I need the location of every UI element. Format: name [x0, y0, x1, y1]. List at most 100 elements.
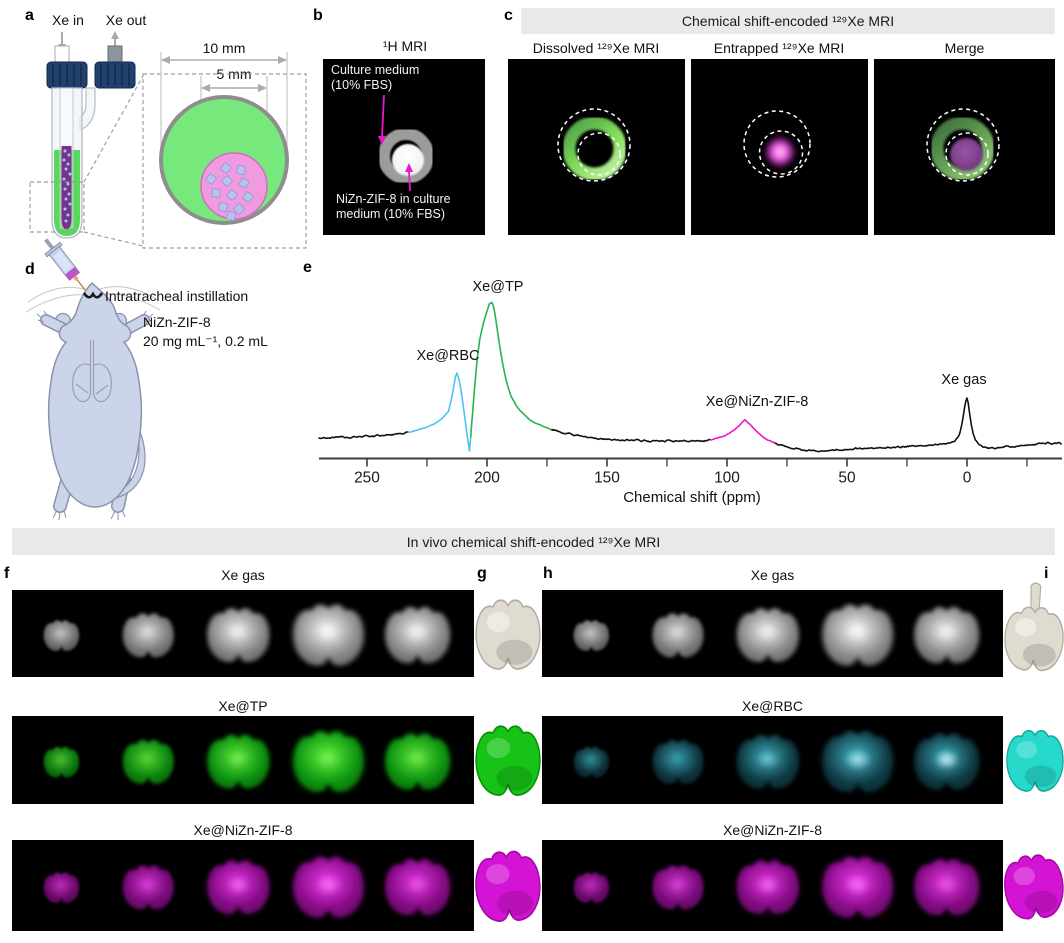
culture-medium-annotation-line2: (10% FBS) — [331, 78, 393, 92]
lung-mri-hotspot — [755, 623, 781, 643]
h1-mri-graphic — [378, 94, 434, 192]
lung-3d-model-shape — [1004, 582, 1064, 672]
x-axis-title: Chemical shift (ppm) — [623, 489, 761, 506]
lung-mri-hotspot — [138, 625, 159, 642]
x-tick-label: 100 — [714, 470, 740, 487]
right-row2-title: Xe@RBC — [742, 698, 803, 714]
right-row3-title: Xe@NiZn-ZIF-8 — [723, 822, 822, 838]
mri-strip-right-row3 — [542, 840, 1003, 931]
outer-diameter-label: 10 mm — [202, 40, 246, 56]
lung-mri-slice — [573, 746, 610, 778]
screw-cap-left — [46, 61, 88, 89]
sample-bright-disc — [392, 144, 424, 176]
mri-strip-right-row2 — [542, 716, 1003, 804]
culture-medium-ring — [378, 128, 434, 184]
lung-mri-hotspot — [314, 748, 343, 771]
lung-mri-hotspot — [843, 748, 872, 771]
lung-mri-hotspot — [226, 623, 251, 643]
lung-mri-hotspot — [314, 874, 343, 897]
mri-strip-left-row1 — [12, 590, 474, 677]
mri-strip-right-row1 — [542, 590, 1003, 677]
panel-label-h: h — [543, 565, 553, 582]
in-vivo-banner-text: In vivo chemical shift-encoded ¹²⁹Xe MRI — [406, 533, 661, 550]
in-vivo-banner: In vivo chemical shift-encoded ¹²⁹Xe MRI — [12, 528, 1055, 555]
lung-mri-hotspot — [667, 625, 689, 642]
outlet-port — [107, 45, 123, 65]
sample-annotation-line2: medium (10% FBS) — [336, 207, 446, 221]
sample-annotation-line1: NiZn-ZIF-8 in culture — [336, 192, 451, 206]
lung-mri-hotspot — [404, 749, 431, 770]
panel-label-i: i — [1044, 565, 1049, 582]
lung-mri-hotspot — [667, 877, 689, 894]
panel-label-b: b — [313, 7, 323, 24]
screw-cap-right — [94, 61, 136, 89]
dissolved-xe-ring-signal — [562, 116, 627, 181]
left-row2-title: Xe@TP — [218, 698, 268, 714]
xe-out-label: Xe out — [105, 12, 147, 28]
particle-dots — [62, 149, 72, 223]
panel-label-e: e — [303, 259, 312, 276]
lung-mri-hotspot — [843, 874, 872, 897]
xe-nmr-spectrum-chart: 250 200 150 100 50 0 — [318, 301, 1062, 487]
lung-mri-slice — [43, 746, 80, 778]
lung-mri-hotspot — [755, 875, 781, 895]
x-tick-label: 150 — [594, 470, 620, 487]
spectrum-curve-segment — [318, 431, 410, 440]
h1-mri-image: Culture medium (10% FBS) NiZn-ZIF-8 in c… — [323, 59, 485, 235]
dissolved-column-title: Dissolved ¹²⁹Xe MRI — [532, 40, 660, 56]
lungs-outline — [72, 340, 112, 403]
x-tick-label: 50 — [838, 470, 856, 487]
lung-mri-slice — [573, 620, 610, 651]
lung-3d-model-gas-right — [1004, 582, 1064, 672]
lung-mri-hotspot — [314, 622, 343, 645]
xe-in-label: Xe in — [52, 12, 84, 28]
zif-crystal-cubes — [205, 162, 254, 221]
x-tick-label: 0 — [963, 470, 972, 487]
entrapped-xe-blob-signal — [763, 135, 797, 169]
entrapped-column-title: Entrapped ¹²⁹Xe MRI — [713, 40, 845, 56]
roi-dashed-circles — [743, 110, 811, 178]
lung-mri-slice — [43, 872, 80, 904]
mouse-instillation-diagram — [25, 238, 161, 521]
lung-3d-model-shape — [1006, 729, 1064, 792]
lung-mri-hotspot — [226, 875, 251, 895]
lung-mri-hotspot — [404, 622, 431, 644]
merge-purple-core — [950, 138, 983, 171]
lung-3d-model-shape — [475, 725, 541, 796]
lung-3d-model-shape — [475, 850, 541, 922]
lung-mri-hotspot — [933, 622, 960, 644]
lung-3d-model-rbc — [1006, 729, 1064, 792]
annotation-arrows — [378, 94, 413, 192]
h1-mri-title: ¹H MRI — [382, 38, 428, 54]
panel-label-a: a — [25, 7, 34, 24]
peak-label-xe-zif: Xe@NiZn-ZIF-8 — [705, 394, 809, 410]
merge-column-title: Merge — [944, 40, 985, 56]
peak-label-xe-tp: Xe@TP — [472, 279, 524, 295]
lung-mri-hotspot — [933, 875, 960, 896]
spectrum-curve-segment — [469, 301, 553, 438]
lung-3d-model-zif-left — [475, 850, 541, 922]
spectrum-curve-segment — [407, 372, 472, 452]
procedure-label: Intratracheal instillation — [105, 288, 249, 304]
nizn-zif8-suspension — [61, 146, 72, 229]
lung-3d-model-shape — [1004, 854, 1064, 920]
panel-label-f: f — [4, 565, 10, 582]
mri-strip-left-row2 — [12, 716, 474, 804]
xe-out-arrow-icon — [111, 31, 119, 48]
dissolved-xe-mri-image — [508, 59, 685, 235]
cse-mri-banner-text: Chemical shift-encoded ¹²⁹Xe MRI — [681, 13, 895, 29]
lung-3d-model-zif-right — [1004, 854, 1064, 920]
roi-dashed-circles — [557, 108, 631, 182]
entrapped-xe-mri-image — [691, 59, 868, 235]
lung-3d-model-tp — [475, 725, 541, 796]
x-tick-label: 200 — [474, 470, 500, 487]
panel-label-c: c — [504, 7, 513, 24]
right-row1-title: Xe gas — [750, 567, 795, 583]
merge-mri-image — [874, 59, 1055, 235]
panel-label-d: d — [25, 261, 35, 278]
spectrum-curve-segment — [551, 428, 711, 443]
panel-label-g: g — [477, 565, 487, 582]
peak-label-xe-gas: Xe gas — [941, 372, 987, 388]
zoom-inset-lines — [29, 73, 307, 249]
